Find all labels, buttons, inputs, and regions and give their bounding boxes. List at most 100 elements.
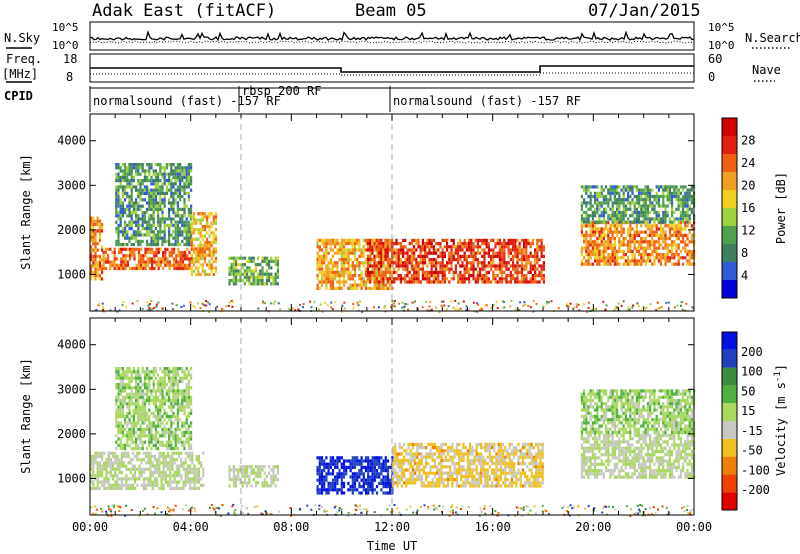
power-data-layer: [90, 114, 696, 313]
echo-cell: [519, 301, 522, 304]
echo-cell: [203, 253, 207, 257]
echo-cell: [343, 301, 346, 304]
echo-cell: [393, 504, 396, 506]
echo-cell: [148, 257, 151, 261]
echo-cell: [137, 408, 140, 412]
echo-cell: [148, 169, 151, 173]
echo-cell: [118, 266, 121, 271]
echo-cell: [128, 166, 131, 170]
echo-cell: [520, 277, 523, 281]
echo-cell: [485, 251, 488, 255]
echo-cell: [371, 277, 374, 281]
echo-cell: [183, 207, 186, 211]
echo-cell: [243, 269, 246, 273]
echo-cell: [96, 486, 99, 491]
echo-cell: [141, 307, 144, 310]
echo-cell: [169, 480, 172, 484]
echo-cell: [175, 254, 178, 258]
echo-cell: [358, 242, 361, 246]
echo-cell: [298, 507, 301, 510]
echo-cell: [585, 188, 588, 192]
echo-cell: [158, 470, 161, 475]
echo-cell: [171, 467, 174, 471]
echo-cell: [111, 263, 114, 267]
echo-cell: [124, 233, 127, 237]
echo-cell: [102, 266, 105, 271]
echo-cell: [121, 230, 124, 234]
echo-cell: [620, 217, 623, 221]
echo-cell: [90, 267, 93, 271]
echo-cell: [353, 270, 357, 274]
echo-cell: [490, 267, 493, 271]
echo-cell: [121, 175, 124, 179]
colorbar-swatch: [722, 190, 737, 208]
echo-cell: [130, 182, 133, 186]
echo-cell: [534, 277, 537, 281]
colorbar-swatch: [722, 226, 737, 244]
echo-cell: [428, 305, 431, 308]
echo-cell: [179, 163, 182, 167]
echo-cell: [677, 259, 680, 263]
echo-cell: [185, 172, 188, 176]
echo-cell: [206, 231, 209, 235]
echo-cell: [130, 415, 133, 419]
echo-cell: [675, 191, 678, 195]
echo-cell: [490, 306, 493, 309]
echo-cell: [152, 402, 155, 406]
echo-cell: [384, 242, 387, 246]
echo-cell: [629, 237, 632, 241]
echo-cell: [501, 264, 504, 268]
echo-cell: [476, 248, 479, 252]
echo-cell: [653, 204, 656, 208]
echo-cell: [174, 188, 177, 192]
echo-cell: [404, 245, 407, 249]
echo-cell: [177, 247, 180, 251]
echo-cell: [261, 256, 264, 260]
echo-cell: [525, 254, 528, 258]
echo-cell: [534, 264, 537, 268]
echo-cell: [596, 201, 599, 205]
echo-cell: [611, 253, 614, 257]
echo-cell: [629, 185, 632, 189]
echo-cell: [347, 264, 350, 268]
echo-cell: [662, 191, 665, 195]
echo-cell: [121, 191, 124, 195]
echo-cell: [154, 402, 157, 406]
echo-cell: [115, 163, 118, 167]
echo-cell: [542, 267, 545, 271]
echo-cell: [137, 447, 140, 451]
echo-cell: [149, 303, 151, 305]
echo-cell: [329, 286, 332, 290]
echo-cell: [671, 224, 674, 228]
echo-cell: [252, 272, 255, 276]
echo-cell: [210, 266, 213, 270]
echo-cell: [526, 505, 529, 508]
echo-cell: [653, 207, 656, 211]
echo-cell: [183, 220, 186, 224]
echo-cell: [496, 251, 499, 255]
echo-cell: [690, 198, 693, 202]
echo-cell: [228, 256, 231, 260]
echo-cell: [585, 233, 588, 237]
echo-cell: [653, 194, 656, 199]
echo-cell: [124, 175, 127, 179]
echo-cell: [494, 280, 497, 284]
echo-cell: [148, 198, 151, 202]
echo-cell: [184, 250, 187, 255]
echo-cell: [428, 242, 431, 246]
echo-cell: [373, 274, 376, 278]
echo-cell: [525, 264, 528, 268]
echo-cell: [140, 257, 143, 261]
echo-cell: [115, 370, 118, 374]
echo-cell: [480, 511, 483, 514]
echo-cell: [163, 408, 166, 412]
echo-cell: [94, 232, 97, 236]
echo-cell: [660, 256, 663, 260]
echo-cell: [166, 247, 169, 251]
echo-cell: [159, 198, 162, 202]
echo-cell: [476, 302, 479, 305]
echo-cell: [105, 474, 108, 478]
echo-cell: [408, 277, 411, 281]
echo-cell: [624, 210, 627, 215]
